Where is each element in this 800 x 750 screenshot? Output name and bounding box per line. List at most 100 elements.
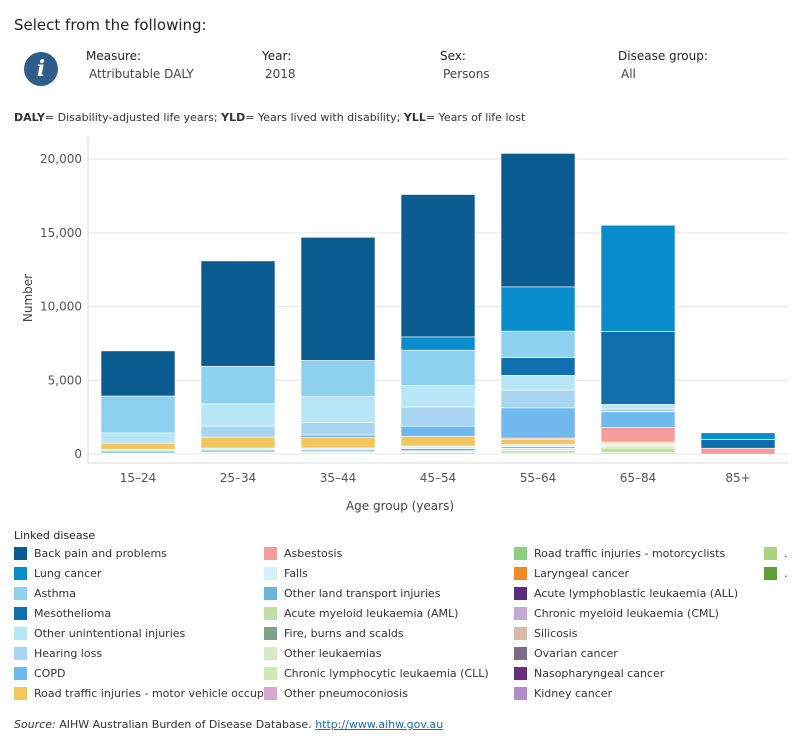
bar-segment[interactable] — [400, 425, 476, 437]
bar-segment[interactable] — [500, 407, 576, 439]
filter-sex[interactable]: Sex: Persons — [440, 49, 490, 81]
legend-item[interactable]: Road traffic injuries - motorcyclists — [514, 543, 725, 563]
bar-segment[interactable] — [200, 436, 276, 449]
note-yld-text: = Years lived with disability; — [245, 111, 404, 124]
bar-segment[interactable] — [500, 389, 576, 409]
bar-segment[interactable] — [100, 395, 176, 434]
filter-sex-value[interactable]: Persons — [443, 67, 490, 81]
legend-item[interactable]: Laryngeal cancer — [514, 563, 629, 583]
bar-segment[interactable] — [600, 331, 676, 405]
bar-segment[interactable] — [300, 360, 376, 397]
legend-item[interactable]: Nasopharyngeal cancer — [514, 663, 664, 683]
bar-segment[interactable] — [300, 447, 376, 451]
bar-segment[interactable] — [300, 422, 376, 436]
bar-segment[interactable] — [500, 375, 576, 391]
bar-segment[interactable] — [400, 194, 476, 338]
legend-swatch — [14, 646, 27, 660]
legend-label: Kidney cancer — [534, 686, 613, 700]
bar-segment[interactable] — [500, 286, 576, 332]
bar-segment[interactable] — [600, 404, 676, 410]
bar-segment[interactable] — [400, 445, 476, 449]
legend-item[interactable]: Acute lymphoblastic leukaemia (ALL) — [514, 583, 738, 603]
bar-segment[interactable] — [100, 350, 176, 397]
legend-item[interactable]: Lung cancer — [14, 563, 101, 583]
bar-segment[interactable] — [400, 385, 476, 408]
legend-item[interactable]: Other pneumoconiosis — [264, 683, 408, 703]
x-tick-label: 85+ — [725, 471, 750, 485]
legend-label: Acute lymphoblastic leukaemia (ALL) — [534, 586, 739, 600]
bar-segment[interactable] — [100, 432, 176, 444]
legend-item[interactable]: COPD — [14, 663, 65, 683]
bar-segment[interactable] — [700, 432, 776, 440]
bar-segment[interactable] — [500, 330, 576, 358]
legend-item[interactable]: Asbestosis — [264, 543, 342, 563]
legend-item[interactable]: Back pain and problems — [14, 543, 167, 563]
bar-segment[interactable] — [300, 434, 376, 438]
legend-item[interactable]: . — [764, 543, 788, 563]
legend-title: Linked disease — [14, 529, 96, 542]
legend-label: Other land transport injuries — [284, 586, 441, 600]
legend-swatch — [514, 546, 527, 560]
source-note: Source: AIHW Australian Burden of Diseas… — [14, 718, 443, 731]
legend-item[interactable]: Kidney cancer — [514, 683, 612, 703]
info-icon[interactable]: i — [24, 52, 58, 86]
legend-item[interactable]: Mesothelioma — [14, 603, 111, 623]
bar-segment[interactable] — [200, 365, 276, 405]
legend-item[interactable]: Chronic myeloid leukaemia (CML) — [514, 603, 719, 623]
legend-label: Nasopharyngeal cancer — [534, 666, 665, 680]
note-yll: YLL — [403, 111, 426, 124]
bar-segment[interactable] — [200, 425, 276, 438]
legend-item[interactable]: . — [764, 563, 788, 583]
bar-segment[interactable] — [500, 450, 576, 454]
bar-segment[interactable] — [300, 237, 376, 361]
legend-item[interactable]: Silicosis — [514, 623, 577, 643]
filter-disease-group-value[interactable]: All — [621, 67, 636, 81]
legend-item[interactable]: Road traffic injuries - motor vehicle oc… — [14, 683, 278, 703]
legend-item[interactable]: Other unintentional injuries — [14, 623, 185, 643]
filter-year[interactable]: Year: 2018 — [262, 49, 296, 81]
legend-item[interactable]: Chronic lymphocytic leukaemia (CLL) — [264, 663, 489, 683]
bar-segment[interactable] — [400, 436, 476, 447]
y-axis-title: Number — [21, 274, 35, 322]
bar-segment[interactable] — [200, 447, 276, 451]
bar-segment[interactable] — [100, 442, 176, 450]
bar-segment[interactable] — [600, 427, 676, 443]
legend-item[interactable]: Asthma — [14, 583, 76, 603]
filter-measure[interactable]: Measure: Attributable DALY — [86, 49, 194, 81]
bar-segment[interactable] — [300, 437, 376, 449]
legend-item[interactable]: Acute myeloid leukaemia (AML) — [264, 603, 458, 623]
bar-segment[interactable] — [400, 349, 476, 386]
legend-item[interactable]: Falls — [264, 563, 308, 583]
bar-segment[interactable] — [500, 357, 576, 376]
bar-segment[interactable] — [200, 260, 276, 367]
x-axis-title: Age group (years) — [346, 499, 454, 513]
filter-measure-value[interactable]: Attributable DALY — [89, 67, 194, 81]
bar-segment[interactable] — [500, 444, 576, 448]
bar-segment[interactable] — [400, 406, 476, 427]
filter-year-value[interactable]: 2018 — [265, 67, 296, 81]
bar-segment[interactable] — [600, 411, 676, 428]
bar-segment[interactable] — [500, 438, 576, 445]
legend-item[interactable]: Other land transport injuries — [264, 583, 440, 603]
bar-segment[interactable] — [600, 445, 676, 449]
bar-segment[interactable] — [700, 439, 776, 449]
filter-measure-label: Measure: — [86, 49, 142, 63]
legend-item[interactable]: Fire, burns and scalds — [264, 623, 404, 643]
legend-item[interactable]: Hearing loss — [14, 643, 102, 663]
bar-segment[interactable] — [300, 396, 376, 423]
legend-item[interactable]: Ovarian cancer — [514, 643, 618, 663]
bar-segment[interactable] — [400, 448, 476, 452]
bar-segment[interactable] — [400, 336, 476, 351]
bar-segment[interactable] — [600, 447, 676, 453]
bar-segment[interactable] — [700, 447, 776, 455]
bar-segment[interactable] — [200, 403, 276, 427]
stacked-bar-chart: 0 5,000 10,000 15,000 20,000 15–24 25–34 35–44 4… — [21, 137, 788, 513]
legend-item[interactable]: Other leukaemias — [264, 643, 381, 663]
bar-segment[interactable] — [500, 153, 576, 288]
bar-segment[interactable] — [600, 224, 676, 332]
source-link[interactable]: http://www.aihw.gov.au — [315, 718, 444, 731]
bar-segment[interactable] — [600, 408, 676, 413]
filter-year-label: Year: — [262, 49, 292, 63]
filter-disease-group[interactable]: Disease group: All — [618, 49, 708, 81]
legend-swatch — [264, 566, 277, 580]
